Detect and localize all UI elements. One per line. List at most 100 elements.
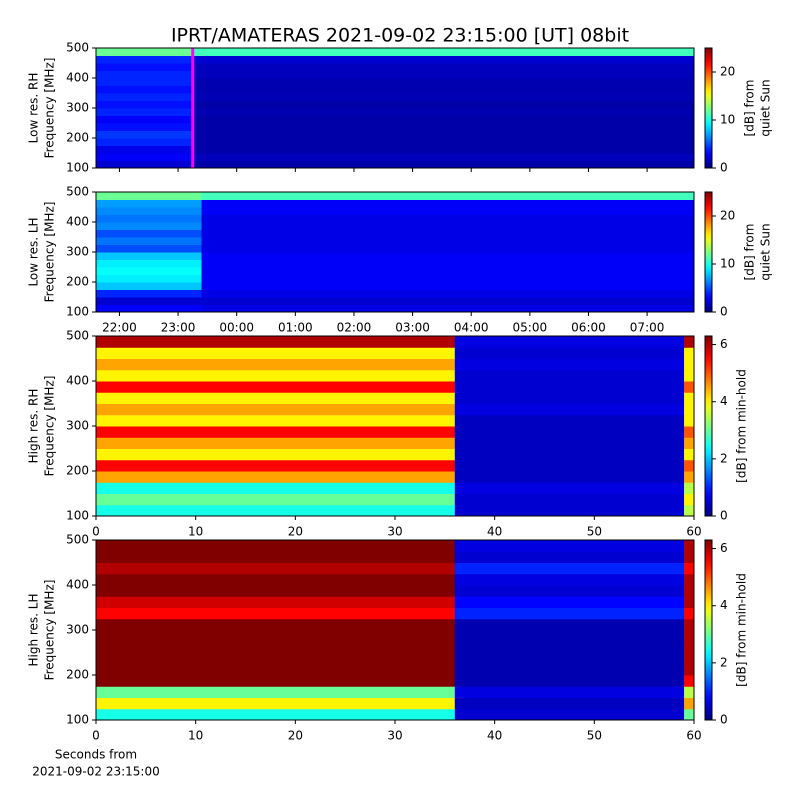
heatmap-cell	[201, 207, 695, 215]
x-tick-label: 22:00	[102, 321, 137, 335]
y-tick-label: 400	[66, 71, 89, 85]
heatmap-cell	[201, 259, 695, 268]
y-tick-label: 200	[66, 275, 89, 289]
colorbar-tick-label: 0	[720, 305, 728, 319]
x-tick-label: 10	[188, 525, 203, 539]
colorbar	[704, 191, 713, 313]
heatmap-cell	[454, 471, 685, 483]
heatmap-cell	[454, 392, 685, 404]
heatmap-cell	[192, 123, 695, 131]
y-tick-label: 500	[66, 41, 89, 55]
y-tick-label: 500	[66, 185, 89, 199]
heatmap-cell	[201, 222, 695, 230]
heatmap-cell	[96, 48, 194, 56]
colorbar-tick-label: 0	[720, 509, 728, 523]
heatmap-cell	[684, 369, 695, 382]
heatmap-cell	[96, 697, 456, 710]
heatmap-cell	[96, 100, 194, 109]
y-tick-label: 200	[66, 131, 89, 145]
heatmap-cell	[201, 267, 695, 275]
colorbar-tick-label: 10	[720, 113, 735, 127]
y-tick-label: 300	[66, 245, 89, 259]
heatmap-cell	[201, 214, 695, 223]
heatmap-cell	[96, 471, 456, 483]
heatmap-cell	[684, 618, 695, 631]
heatmap-cell	[454, 437, 685, 449]
heatmap-cell	[96, 85, 194, 94]
y-axis-label: Low res. RH	[27, 73, 41, 144]
y-axis-label: High res. LH	[27, 593, 41, 666]
heatmap-cell	[192, 145, 695, 154]
heatmap-cell	[96, 708, 456, 721]
heatmap-cell	[192, 138, 695, 146]
heatmap-cell	[96, 259, 203, 268]
heatmap-cell	[454, 504, 685, 517]
y-tick-label: 500	[66, 533, 89, 547]
heatmap-cell	[684, 448, 695, 461]
heatmap-cell	[201, 297, 695, 305]
heatmap-cell	[454, 663, 685, 676]
x-tick-label: 50	[587, 525, 602, 539]
heatmap-cell	[96, 585, 456, 597]
heatmap-cell	[684, 426, 695, 438]
heatmap-cell	[96, 618, 456, 631]
heatmap-cell	[96, 607, 456, 620]
heatmap-cell	[192, 63, 695, 71]
y-tick-label: 300	[66, 101, 89, 115]
x-tick-label: 04:00	[454, 321, 489, 335]
heatmap-cell	[684, 347, 695, 359]
colorbar-label: [dB] from	[743, 224, 757, 281]
heatmap-cell	[192, 153, 695, 161]
heatmap-cell	[684, 708, 695, 721]
heatmap-cell	[96, 596, 456, 608]
colorbar-label: quiet Sun	[759, 223, 773, 280]
heatmap-cell	[96, 130, 194, 139]
y-tick-label: 100	[66, 305, 89, 319]
heatmap-cell	[454, 596, 685, 608]
heatmap-cell	[96, 252, 203, 260]
colorbar-tick-label: 2	[720, 451, 728, 465]
x-tick-label: 20	[288, 729, 303, 743]
heatmap-cell	[454, 697, 685, 710]
heatmap-cell	[454, 573, 685, 586]
heatmap-cell	[96, 78, 194, 86]
heatmap-cell	[454, 358, 685, 371]
heatmap-cell	[96, 392, 456, 404]
heatmap-cell	[96, 437, 456, 449]
heatmap-cell	[454, 403, 685, 416]
heatmap-cell	[684, 686, 695, 698]
colorbar-label: [dB] from min-hold	[735, 573, 749, 687]
heatmap-cell	[96, 192, 203, 200]
heatmap-cell	[96, 70, 194, 79]
heatmap-cell	[96, 244, 203, 253]
colorbar-tick-label: 4	[720, 394, 728, 408]
heatmap-cell	[454, 540, 685, 552]
heatmap-cell	[454, 381, 685, 393]
heatmap-cell	[201, 199, 695, 208]
heatmap-cell	[201, 244, 695, 253]
heatmap-cell	[684, 641, 695, 653]
heatmap-cell	[96, 652, 456, 665]
colorbar-tick-label: 10	[720, 257, 735, 271]
heatmap-cell	[96, 369, 456, 382]
x-tick-label: 10	[188, 729, 203, 743]
colorbar-tick-label: 20	[720, 65, 735, 79]
y-axis-label: Frequency [MHz]	[43, 580, 57, 681]
heatmap-cell	[96, 297, 203, 305]
heatmap-cell	[684, 471, 695, 483]
heatmap-cell	[96, 222, 203, 230]
heatmap-cell	[96, 145, 194, 154]
x-tick-label: 06:00	[571, 321, 606, 335]
heatmap-cell	[96, 267, 203, 275]
heatmap-cell	[684, 551, 695, 563]
heatmap-cell	[684, 358, 695, 371]
heatmap-cell	[684, 697, 695, 710]
colorbar-tick-label: 6	[720, 541, 728, 555]
heatmap-cell	[192, 108, 695, 116]
heatmap-cell	[96, 675, 456, 687]
heatmap-cell	[96, 55, 194, 64]
x-tick-label: 0	[92, 729, 100, 743]
heatmap-cell	[454, 630, 685, 642]
colorbar-tick-label: 0	[720, 713, 728, 727]
colorbar	[704, 47, 713, 169]
